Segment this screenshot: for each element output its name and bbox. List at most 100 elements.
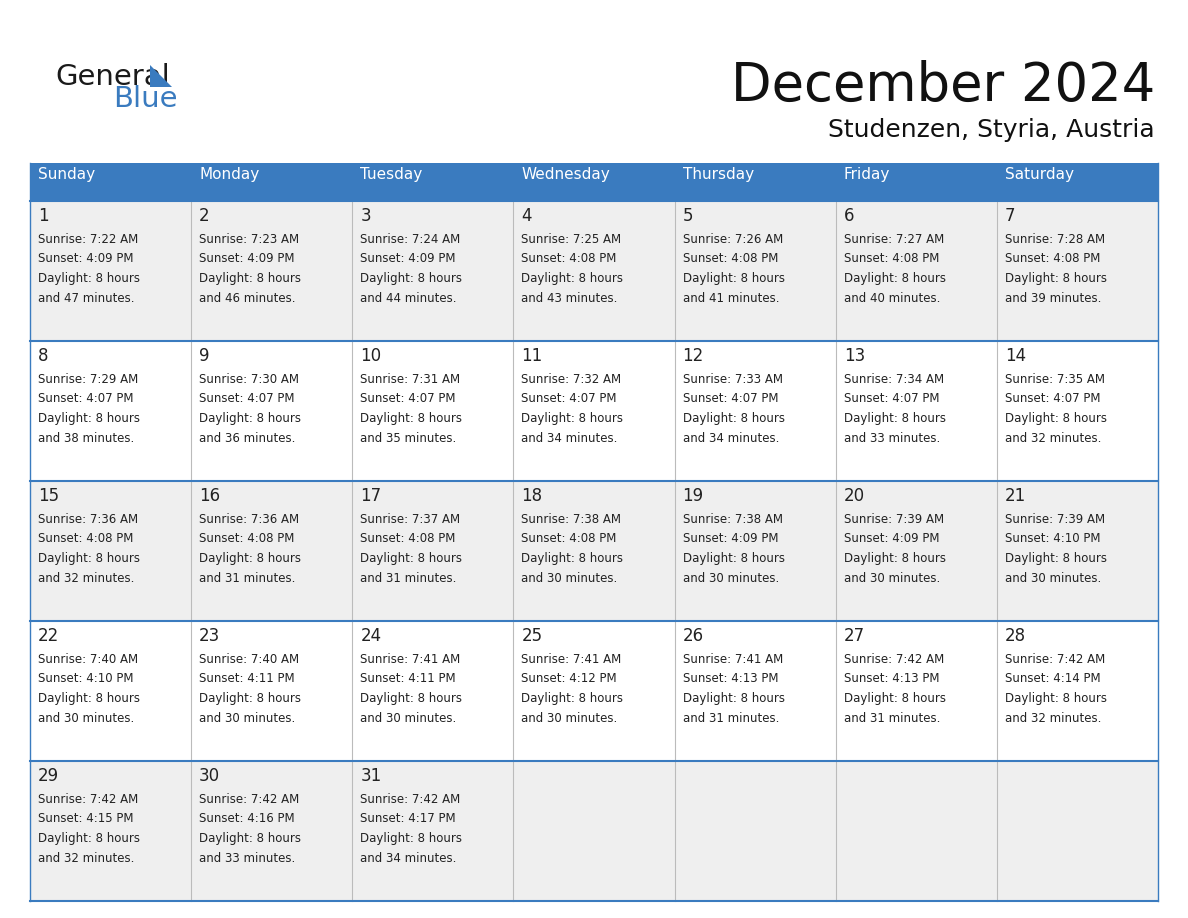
Text: 11: 11	[522, 347, 543, 365]
Text: Sunrise: 7:22 AM: Sunrise: 7:22 AM	[38, 233, 138, 246]
Text: Daylight: 8 hours: Daylight: 8 hours	[843, 692, 946, 705]
Text: Daylight: 8 hours: Daylight: 8 hours	[843, 272, 946, 285]
Text: Sunset: 4:07 PM: Sunset: 4:07 PM	[360, 393, 456, 406]
Text: 16: 16	[200, 487, 220, 505]
Text: Sunset: 4:07 PM: Sunset: 4:07 PM	[522, 393, 617, 406]
Text: Blue: Blue	[113, 85, 177, 113]
Text: 29: 29	[38, 767, 59, 785]
Text: Sunset: 4:07 PM: Sunset: 4:07 PM	[38, 393, 133, 406]
Text: 5: 5	[683, 207, 693, 225]
Text: Sunset: 4:07 PM: Sunset: 4:07 PM	[843, 393, 940, 406]
Text: Sunset: 4:08 PM: Sunset: 4:08 PM	[38, 532, 133, 545]
Text: Sunset: 4:07 PM: Sunset: 4:07 PM	[1005, 393, 1100, 406]
Text: Sunset: 4:13 PM: Sunset: 4:13 PM	[843, 673, 940, 686]
Text: Sunset: 4:08 PM: Sunset: 4:08 PM	[683, 252, 778, 265]
Text: Daylight: 8 hours: Daylight: 8 hours	[360, 552, 462, 565]
Text: 17: 17	[360, 487, 381, 505]
Text: and 33 minutes.: and 33 minutes.	[200, 852, 296, 865]
Text: 21: 21	[1005, 487, 1026, 505]
Text: Tuesday: Tuesday	[360, 167, 423, 182]
Text: and 32 minutes.: and 32 minutes.	[1005, 711, 1101, 724]
Text: Sunrise: 7:28 AM: Sunrise: 7:28 AM	[1005, 233, 1105, 246]
Text: and 35 minutes.: and 35 minutes.	[360, 431, 456, 444]
Text: and 33 minutes.: and 33 minutes.	[843, 431, 940, 444]
Text: Daylight: 8 hours: Daylight: 8 hours	[843, 412, 946, 425]
Text: Sunrise: 7:42 AM: Sunrise: 7:42 AM	[38, 793, 138, 806]
Text: Sunset: 4:08 PM: Sunset: 4:08 PM	[522, 252, 617, 265]
Text: Sunset: 4:12 PM: Sunset: 4:12 PM	[522, 673, 617, 686]
Text: Sunrise: 7:35 AM: Sunrise: 7:35 AM	[1005, 373, 1105, 386]
Text: Sunset: 4:07 PM: Sunset: 4:07 PM	[200, 393, 295, 406]
Text: Sunrise: 7:39 AM: Sunrise: 7:39 AM	[1005, 513, 1105, 526]
Text: Monday: Monday	[200, 167, 259, 182]
Text: Sunrise: 7:38 AM: Sunrise: 7:38 AM	[522, 513, 621, 526]
Text: 23: 23	[200, 627, 221, 645]
Text: Sunset: 4:08 PM: Sunset: 4:08 PM	[1005, 252, 1100, 265]
Text: 7: 7	[1005, 207, 1016, 225]
Text: Daylight: 8 hours: Daylight: 8 hours	[522, 692, 624, 705]
Text: December 2024: December 2024	[731, 60, 1155, 112]
Text: Sunrise: 7:42 AM: Sunrise: 7:42 AM	[360, 793, 461, 806]
Text: 26: 26	[683, 627, 703, 645]
Text: Sunset: 4:09 PM: Sunset: 4:09 PM	[843, 532, 940, 545]
Text: Daylight: 8 hours: Daylight: 8 hours	[683, 552, 784, 565]
Text: 4: 4	[522, 207, 532, 225]
Text: Sunrise: 7:23 AM: Sunrise: 7:23 AM	[200, 233, 299, 246]
Text: Daylight: 8 hours: Daylight: 8 hours	[38, 832, 140, 845]
Text: and 46 minutes.: and 46 minutes.	[200, 292, 296, 305]
Polygon shape	[150, 65, 172, 87]
Text: Daylight: 8 hours: Daylight: 8 hours	[683, 272, 784, 285]
Text: General: General	[55, 63, 170, 91]
Text: Sunset: 4:07 PM: Sunset: 4:07 PM	[683, 393, 778, 406]
Text: 14: 14	[1005, 347, 1026, 365]
Text: Daylight: 8 hours: Daylight: 8 hours	[38, 552, 140, 565]
Text: and 43 minutes.: and 43 minutes.	[522, 292, 618, 305]
Text: Sunrise: 7:34 AM: Sunrise: 7:34 AM	[843, 373, 943, 386]
Text: 22: 22	[38, 627, 59, 645]
Text: Sunset: 4:08 PM: Sunset: 4:08 PM	[360, 532, 456, 545]
Text: Sunday: Sunday	[38, 167, 95, 182]
Text: and 34 minutes.: and 34 minutes.	[683, 431, 779, 444]
Text: Daylight: 8 hours: Daylight: 8 hours	[38, 692, 140, 705]
Text: and 31 minutes.: and 31 minutes.	[200, 572, 296, 585]
Text: 10: 10	[360, 347, 381, 365]
Text: Sunrise: 7:37 AM: Sunrise: 7:37 AM	[360, 513, 461, 526]
Text: Sunrise: 7:36 AM: Sunrise: 7:36 AM	[200, 513, 299, 526]
Text: Thursday: Thursday	[683, 167, 753, 182]
Text: 3: 3	[360, 207, 371, 225]
Text: 27: 27	[843, 627, 865, 645]
Text: and 40 minutes.: and 40 minutes.	[843, 292, 940, 305]
Text: Sunset: 4:14 PM: Sunset: 4:14 PM	[1005, 673, 1100, 686]
Text: Sunset: 4:13 PM: Sunset: 4:13 PM	[683, 673, 778, 686]
Text: and 31 minutes.: and 31 minutes.	[360, 572, 456, 585]
Text: Sunset: 4:09 PM: Sunset: 4:09 PM	[38, 252, 133, 265]
Text: Sunset: 4:08 PM: Sunset: 4:08 PM	[200, 532, 295, 545]
Bar	[30, 761, 1158, 901]
Bar	[30, 163, 1158, 201]
Text: Daylight: 8 hours: Daylight: 8 hours	[360, 832, 462, 845]
Text: 18: 18	[522, 487, 543, 505]
Text: Sunset: 4:11 PM: Sunset: 4:11 PM	[360, 673, 456, 686]
Text: and 30 minutes.: and 30 minutes.	[38, 711, 134, 724]
Text: Daylight: 8 hours: Daylight: 8 hours	[683, 412, 784, 425]
Text: 8: 8	[38, 347, 49, 365]
Text: Daylight: 8 hours: Daylight: 8 hours	[522, 272, 624, 285]
Text: and 44 minutes.: and 44 minutes.	[360, 292, 456, 305]
Text: Sunrise: 7:41 AM: Sunrise: 7:41 AM	[683, 653, 783, 666]
Text: Daylight: 8 hours: Daylight: 8 hours	[200, 552, 301, 565]
Text: and 30 minutes.: and 30 minutes.	[522, 572, 618, 585]
Text: Sunrise: 7:42 AM: Sunrise: 7:42 AM	[1005, 653, 1105, 666]
Text: and 30 minutes.: and 30 minutes.	[683, 572, 779, 585]
Text: Sunrise: 7:30 AM: Sunrise: 7:30 AM	[200, 373, 299, 386]
Text: Saturday: Saturday	[1005, 167, 1074, 182]
Text: Daylight: 8 hours: Daylight: 8 hours	[200, 412, 301, 425]
Text: Sunrise: 7:41 AM: Sunrise: 7:41 AM	[360, 653, 461, 666]
Text: Studenzen, Styria, Austria: Studenzen, Styria, Austria	[828, 118, 1155, 142]
Text: Sunrise: 7:36 AM: Sunrise: 7:36 AM	[38, 513, 138, 526]
Text: 2: 2	[200, 207, 210, 225]
Text: Daylight: 8 hours: Daylight: 8 hours	[200, 272, 301, 285]
Text: and 30 minutes.: and 30 minutes.	[522, 711, 618, 724]
Text: Sunset: 4:15 PM: Sunset: 4:15 PM	[38, 812, 133, 825]
Text: 19: 19	[683, 487, 703, 505]
Text: Sunrise: 7:40 AM: Sunrise: 7:40 AM	[38, 653, 138, 666]
